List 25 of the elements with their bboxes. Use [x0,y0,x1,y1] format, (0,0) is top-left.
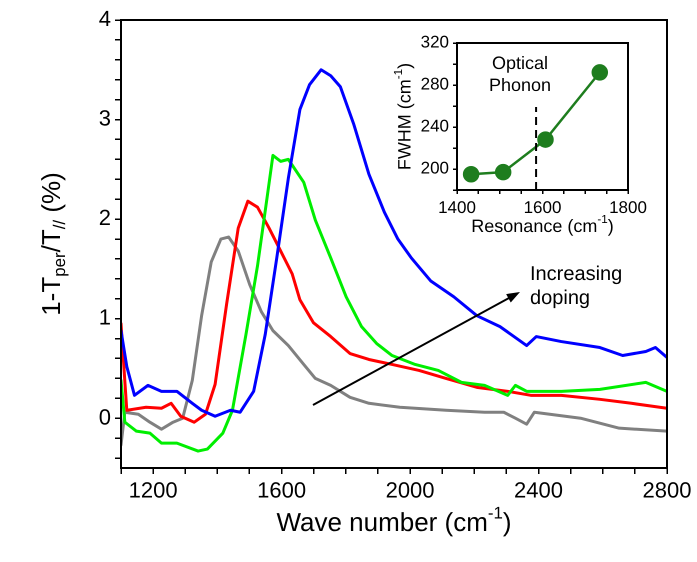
y-tick-label: 3 [98,106,111,131]
x-tick-label: 2800 [642,477,692,502]
y-tick-label: 200 [420,158,449,178]
point [592,64,608,81]
point [462,166,480,182]
y-tick-label: 1 [98,304,111,330]
y-axis-title: 1-Tper/T// (%) [36,172,70,316]
x-tick-label: 2000 [386,477,435,502]
annotation: Optical Phonon [488,53,552,96]
y-tick-label: 4 [98,6,111,32]
y-tick-label: 280 [420,74,449,94]
y-tick-label: 0 [98,404,111,430]
y-tick-label: 320 [420,32,449,52]
x-tick-label: 2400 [514,477,564,502]
point [537,131,554,148]
annotation: Increasing doping [530,262,622,310]
x-tick-label: 1400 [438,198,476,217]
x-tick-label: 1800 [609,198,647,217]
y-axis-title: FWHM (cm-1) [392,62,414,170]
point [494,164,512,180]
y-tick-label: 2 [98,205,111,230]
x-tick-label: 1600 [524,198,562,217]
y-tick-label: 240 [420,116,449,136]
x-tick-label: 1200 [128,477,178,502]
x-tick-label: 1600 [257,477,306,502]
